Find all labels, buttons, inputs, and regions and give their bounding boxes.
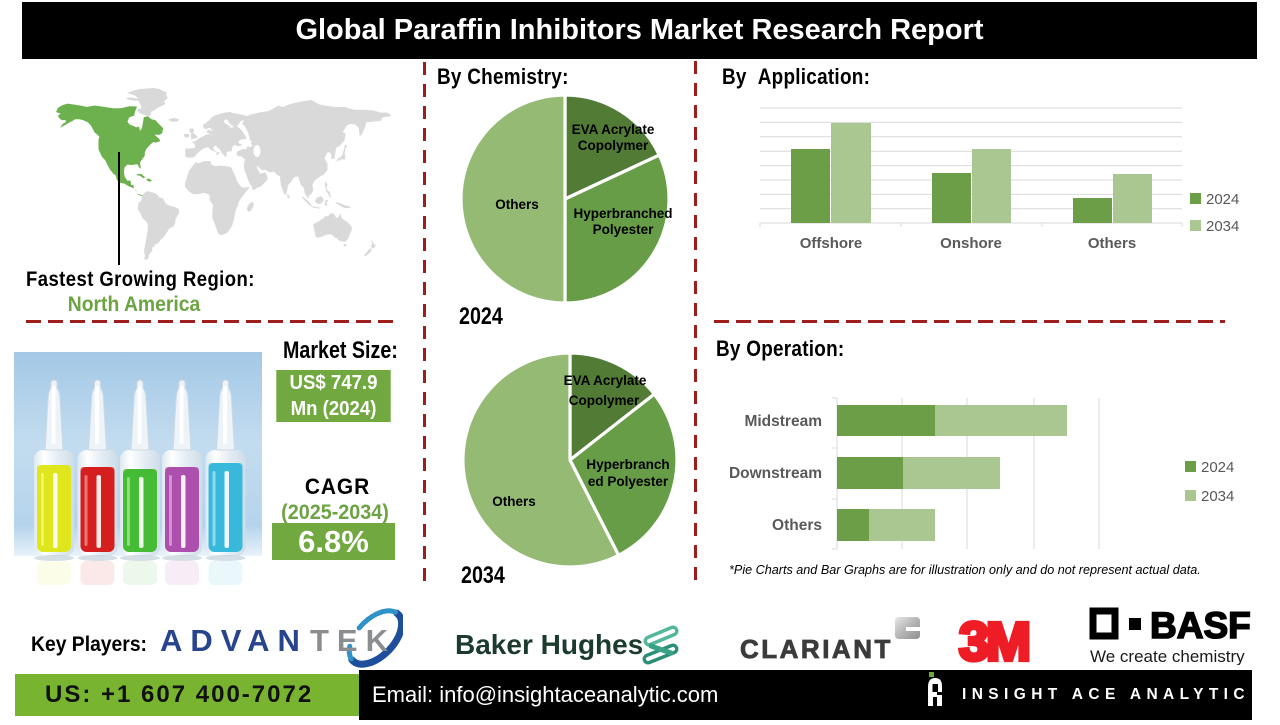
svg-text:EVA Acrylate: EVA Acrylate — [572, 122, 655, 137]
svg-text:Offshore: Offshore — [800, 235, 863, 252]
svg-text:Others: Others — [492, 494, 536, 509]
svg-text:Midstream: Midstream — [744, 413, 822, 430]
svg-text:Others: Others — [495, 197, 539, 212]
svg-text:Downstream: Downstream — [729, 465, 822, 482]
svg-text:Hyperbranched: Hyperbranched — [573, 206, 672, 221]
svg-text:Hyperbranch: Hyperbranch — [586, 457, 669, 472]
svg-text:INSIGHT ACE ANALYTIC: INSIGHT ACE ANALYTIC — [962, 686, 1250, 703]
svg-text:2024: 2024 — [1206, 191, 1239, 208]
svg-text:2034: 2034 — [1201, 488, 1234, 505]
svg-text:We create chemistry: We create chemistry — [1090, 647, 1245, 665]
svg-text:EVA Acrylate: EVA Acrylate — [564, 373, 647, 388]
svg-text:ADVAN: ADVAN — [160, 623, 308, 658]
svg-text:2034: 2034 — [1206, 218, 1239, 235]
svg-text:Copolymer: Copolymer — [569, 393, 640, 408]
svg-text:Onshore: Onshore — [940, 235, 1002, 252]
svg-text:Others: Others — [772, 517, 822, 534]
svg-text:Others: Others — [1088, 235, 1136, 252]
svg-text:3M: 3M — [959, 615, 1028, 665]
svg-text:BASF: BASF — [1150, 605, 1251, 646]
svg-text:Baker Hughes: Baker Hughes — [455, 629, 643, 660]
svg-text:Copolymer: Copolymer — [578, 138, 649, 153]
svg-text:2024: 2024 — [1201, 459, 1234, 476]
svg-text:CLARIANT: CLARIANT — [740, 634, 893, 662]
svg-text:ed Polyester: ed Polyester — [588, 474, 669, 489]
svg-text:Polyester: Polyester — [593, 222, 655, 237]
svg-text:TEK: TEK — [310, 623, 396, 658]
